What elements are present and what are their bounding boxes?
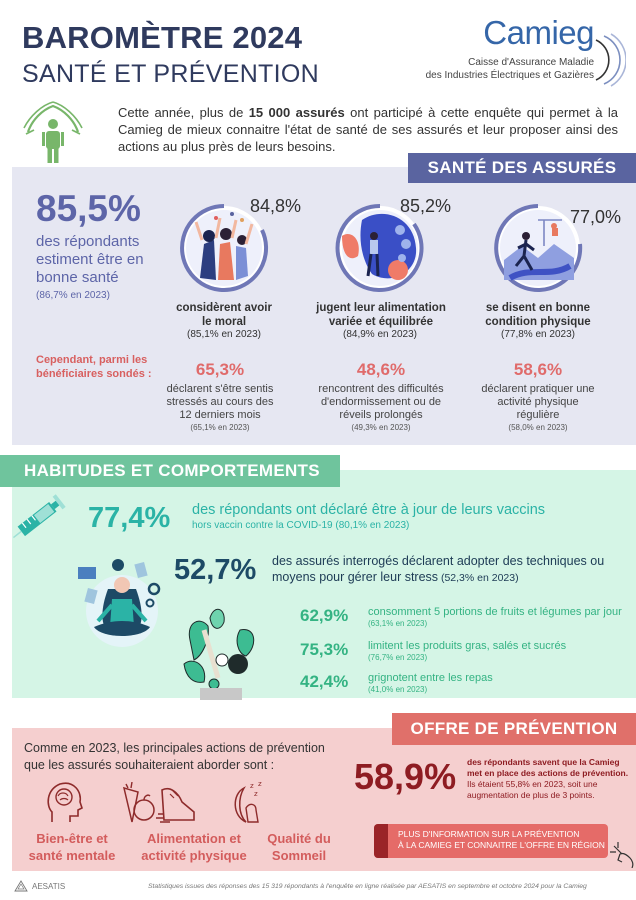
moon-sleep-icon: z z z	[234, 780, 262, 823]
fruits-pct: 62,9%	[300, 606, 349, 625]
sleep-pct: 48,6%	[356, 360, 406, 379]
camieg-logo[interactable]: Camieg Caisse d'Assurance Maladie des In…	[420, 12, 630, 87]
action-alimentation: Alimentation et activité physique	[141, 831, 247, 863]
moral-prev: (85,1% en 2023)	[187, 329, 261, 340]
page-subtitle: SANTÉ ET PRÉVENTION	[22, 60, 319, 88]
signal-arcs-icon	[595, 33, 626, 87]
aesatis-triangle-icon	[14, 880, 28, 892]
aesatis-logo: AESATIS	[14, 880, 65, 892]
activity-desc: déclarent pratiquer une activité physiqu…	[481, 383, 595, 421]
logo-wordmark: Camieg	[483, 14, 594, 51]
sleep-prev: (49,3% en 2023)	[351, 423, 411, 432]
fruits-prev: (63,1% en 2023)	[368, 619, 428, 628]
celebrating-people-illustration	[180, 204, 268, 292]
stress-prev: (65,1% en 2023)	[190, 423, 250, 432]
alimentation-prev: (84,9% en 2023)	[343, 329, 417, 340]
activity-prev: (58,0% en 2023)	[508, 423, 568, 432]
syringe-icon	[12, 494, 66, 539]
condition-prev: (77,8% en 2023)	[501, 329, 575, 340]
protected-person-icon	[23, 101, 83, 163]
habitudes-banner: HABITUDES ET COMPORTEMENTS	[0, 455, 340, 487]
prevention-awareness-desc: des répondants savent que la Camieg met …	[467, 757, 629, 800]
stress-management-desc: des assurés interrogés déclarent adopter…	[272, 554, 605, 584]
stress-desc: déclarent s'être sentis stressés au cour…	[166, 383, 274, 421]
offre-intro: Comme en 2023, les principales actions d…	[24, 741, 325, 772]
stress-pct: 65,3%	[195, 360, 245, 379]
activity-pct: 58,6%	[513, 360, 563, 379]
action-bien-etre: Bien-être et santé mentale	[28, 831, 116, 863]
alimentation-pct: 85,2%	[400, 196, 452, 216]
condition-pct: 77,0%	[570, 207, 622, 227]
more-info-label: PLUS D'INFORMATION SUR LA PRÉVENTION À LA…	[398, 829, 605, 850]
pointing-hand-icon	[610, 842, 634, 868]
limit-prev: (76,7% en 2023)	[368, 653, 428, 662]
logo-tagline-1: Caisse d'Assurance Maladie	[468, 57, 594, 68]
sleep-desc: rencontrent des difficultés d'endormisse…	[318, 383, 444, 421]
more-info-button[interactable]: PLUS D'INFORMATION SUR LA PRÉVENTION À LA…	[374, 824, 608, 858]
brain-head-icon	[47, 782, 83, 822]
running-illustration	[494, 204, 583, 292]
fruits-desc: consomment 5 portions de fruits et légum…	[368, 606, 622, 618]
prevention-awareness-pct: 58,9%	[354, 756, 457, 797]
vegetables-illustration	[183, 608, 255, 700]
meditation-illustration	[78, 559, 161, 647]
svg-text:z: z	[258, 780, 262, 788]
action-sommeil: Qualité du Sommeil	[267, 831, 331, 863]
footer-source-note: Statistiques issues des réponses des 15 …	[148, 883, 587, 890]
cependant-label: Cependant, parmi les bénéficiaires sondé…	[36, 354, 152, 380]
limit-pct: 75,3%	[300, 640, 349, 659]
offre-banner: OFFRE DE PRÉVENTION	[392, 713, 636, 745]
condition-label: se disent en bonne condition physique	[485, 302, 591, 328]
svg-text:z: z	[250, 782, 254, 790]
good-health-prev: (86,7% en 2023)	[36, 290, 110, 301]
vaccins-sub: hors vaccin contre la COVID-19 (80,1% en…	[192, 520, 410, 531]
alimentation-label: jugent leur alimentation variée et équil…	[316, 302, 446, 328]
sante-banner: SANTÉ DES ASSURÉS	[408, 153, 636, 183]
intro-paragraph: Cette année, plus de 15 000 assurés ont …	[118, 105, 618, 154]
stress-management-pct: 52,7%	[174, 554, 257, 586]
vaccins-desc: des répondants ont déclaré être à jour d…	[192, 502, 546, 518]
good-health-pct: 85,5%	[36, 188, 141, 229]
food-and-shoe-icon	[122, 782, 195, 823]
snack-desc: grignotent entre les repas	[368, 672, 493, 684]
page-title: BAROMÈTRE 2024	[22, 20, 303, 55]
svg-text:z: z	[254, 790, 258, 798]
button-accent-stripe	[374, 824, 388, 858]
moral-label: considèrent avoir le moral	[176, 302, 272, 328]
healthy-food-illustration	[335, 203, 424, 292]
snack-prev: (41,0% en 2023)	[368, 685, 428, 694]
snack-pct: 42,4%	[300, 672, 349, 691]
good-health-desc: des répondants estiment être en bonne sa…	[36, 233, 144, 286]
limit-desc: limitent les produits gras, salés et suc…	[368, 640, 567, 652]
vaccins-pct: 77,4%	[88, 502, 171, 534]
logo-tagline-2: des Industries Électriques et Gazières	[425, 70, 594, 81]
moral-pct: 84,8%	[250, 196, 302, 216]
